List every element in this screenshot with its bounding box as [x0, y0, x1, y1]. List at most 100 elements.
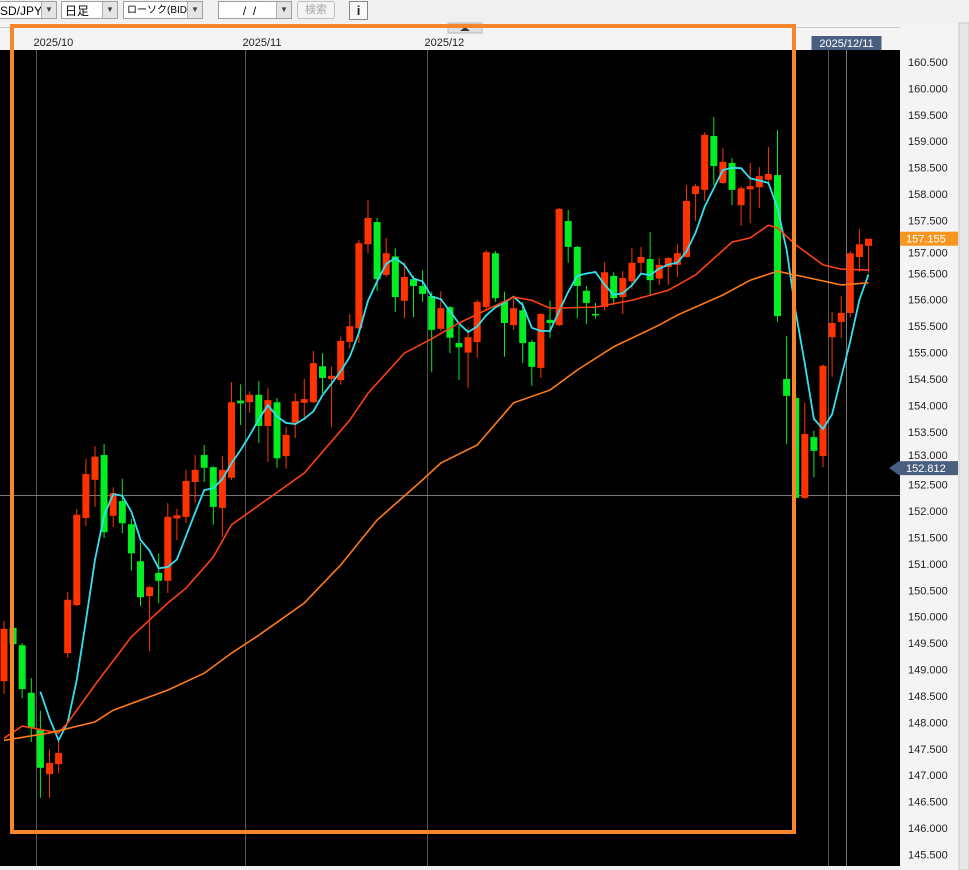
candle-up: [173, 515, 181, 519]
candle-down: [155, 572, 163, 581]
candle-up: [282, 434, 290, 457]
candle-up: [64, 599, 72, 654]
candle-down: [528, 341, 536, 367]
annotation-box: [10, 24, 796, 834]
candle-up: [364, 217, 372, 245]
chevron-down-icon[interactable]: ▼: [276, 2, 291, 18]
date-input-value: / /: [239, 4, 260, 18]
timeframe-value: 日足: [65, 4, 90, 18]
candle-up: [337, 340, 345, 381]
y-tick-label: 156.000: [908, 295, 948, 307]
candle-up: [228, 402, 235, 478]
y-tick-label: 146.500: [908, 797, 948, 809]
candle-up: [291, 401, 299, 423]
candle-down: [127, 524, 135, 554]
candle-up: [82, 474, 90, 518]
price-axis: [900, 23, 958, 870]
candle-down: [582, 290, 590, 303]
y-tick-label: 153.000: [908, 450, 948, 462]
candle-up: [191, 469, 199, 482]
candle-down: [728, 162, 736, 190]
candle-up: [473, 301, 481, 342]
candle-down: [455, 343, 463, 348]
chart-type-dropdown[interactable]: ローソク(BID) ▼: [123, 1, 203, 19]
candle-down: [419, 285, 427, 294]
y-tick-label: 149.000: [908, 665, 948, 677]
candle-up: [246, 394, 254, 403]
candle-up: [865, 238, 872, 246]
chevron-down-icon[interactable]: ▼: [41, 2, 56, 18]
candle-down: [783, 378, 791, 396]
candle-down: [428, 296, 436, 330]
candle-down: [36, 729, 44, 768]
candle-up: [801, 433, 809, 498]
candle-down: [491, 253, 499, 299]
candle-up: [300, 399, 308, 403]
chart-type-value: ローソク(BID): [127, 5, 191, 16]
candle-up: [701, 134, 709, 190]
candle-down: [100, 455, 108, 533]
chevron-down-icon[interactable]: ▼: [187, 2, 202, 18]
candle-up: [400, 277, 408, 301]
symbol-dropdown[interactable]: SD/JPY ▼: [0, 1, 57, 19]
candle-down: [519, 310, 527, 344]
y-tick-label: 154.500: [908, 374, 948, 386]
candle-up: [746, 186, 754, 190]
y-tick-label: 157.000: [908, 248, 948, 260]
candle-up: [628, 262, 636, 282]
candle-up: [637, 256, 645, 263]
timeframe-dropdown[interactable]: 日足 ▼: [61, 1, 118, 19]
y-tick-label: 150.000: [908, 612, 948, 624]
candle-down: [273, 402, 281, 459]
candle-up: [73, 514, 81, 606]
y-tick-label: 146.000: [908, 823, 948, 835]
candle-up: [601, 272, 609, 308]
candle-up: [109, 493, 117, 516]
date-input[interactable]: / / ▼: [218, 1, 292, 19]
y-tick-label: 155.000: [908, 348, 948, 360]
candle-down: [446, 307, 454, 338]
y-tick-label: 152.500: [908, 480, 948, 492]
candle-up: [346, 326, 354, 342]
candle-down: [774, 175, 781, 317]
candle-up: [737, 188, 745, 206]
price-marker-badge: [889, 461, 958, 476]
candle-up: [555, 208, 563, 326]
chevron-down-icon[interactable]: ▼: [102, 2, 117, 18]
candle-up: [309, 363, 317, 403]
candle-down: [18, 645, 26, 690]
candle-up: [146, 587, 154, 597]
candle-down: [564, 221, 572, 247]
y-tick-label: 145.500: [908, 849, 948, 861]
candle-up: [719, 161, 727, 183]
candle-down: [137, 561, 144, 598]
y-tick-label: 151.500: [908, 532, 948, 544]
triangle-up-icon[interactable]: [460, 27, 470, 31]
x-tick-label: 2025/10: [34, 37, 74, 49]
candle-down: [573, 246, 581, 286]
y-tick-label: 158.500: [908, 163, 948, 175]
candle-up: [664, 257, 672, 267]
candle-up: [683, 200, 690, 257]
candle-up: [755, 176, 763, 188]
search-button[interactable]: 検索: [297, 1, 335, 19]
last-price-label: 157.155: [906, 234, 946, 246]
ma-mid-line: [3, 224, 869, 739]
last-price-badge: [900, 231, 958, 246]
candle-down: [255, 394, 263, 426]
y-tick-label: 147.500: [908, 744, 948, 756]
candle-down: [118, 501, 126, 524]
ma-short-line: [39, 166, 870, 743]
y-tick-label: 149.500: [908, 638, 948, 650]
candle-up: [355, 243, 363, 329]
scrollbar[interactable]: [958, 22, 969, 870]
info-icon[interactable]: i: [349, 1, 368, 20]
candle-down: [610, 275, 618, 299]
candle-up: [819, 365, 827, 457]
crosshair-date-badge: [811, 36, 882, 50]
candle-up: [837, 312, 845, 322]
y-tick-label: 159.500: [908, 110, 948, 122]
y-tick-label: 148.500: [908, 691, 948, 703]
candle-down: [391, 256, 399, 298]
y-tick-label: 150.500: [908, 585, 948, 597]
